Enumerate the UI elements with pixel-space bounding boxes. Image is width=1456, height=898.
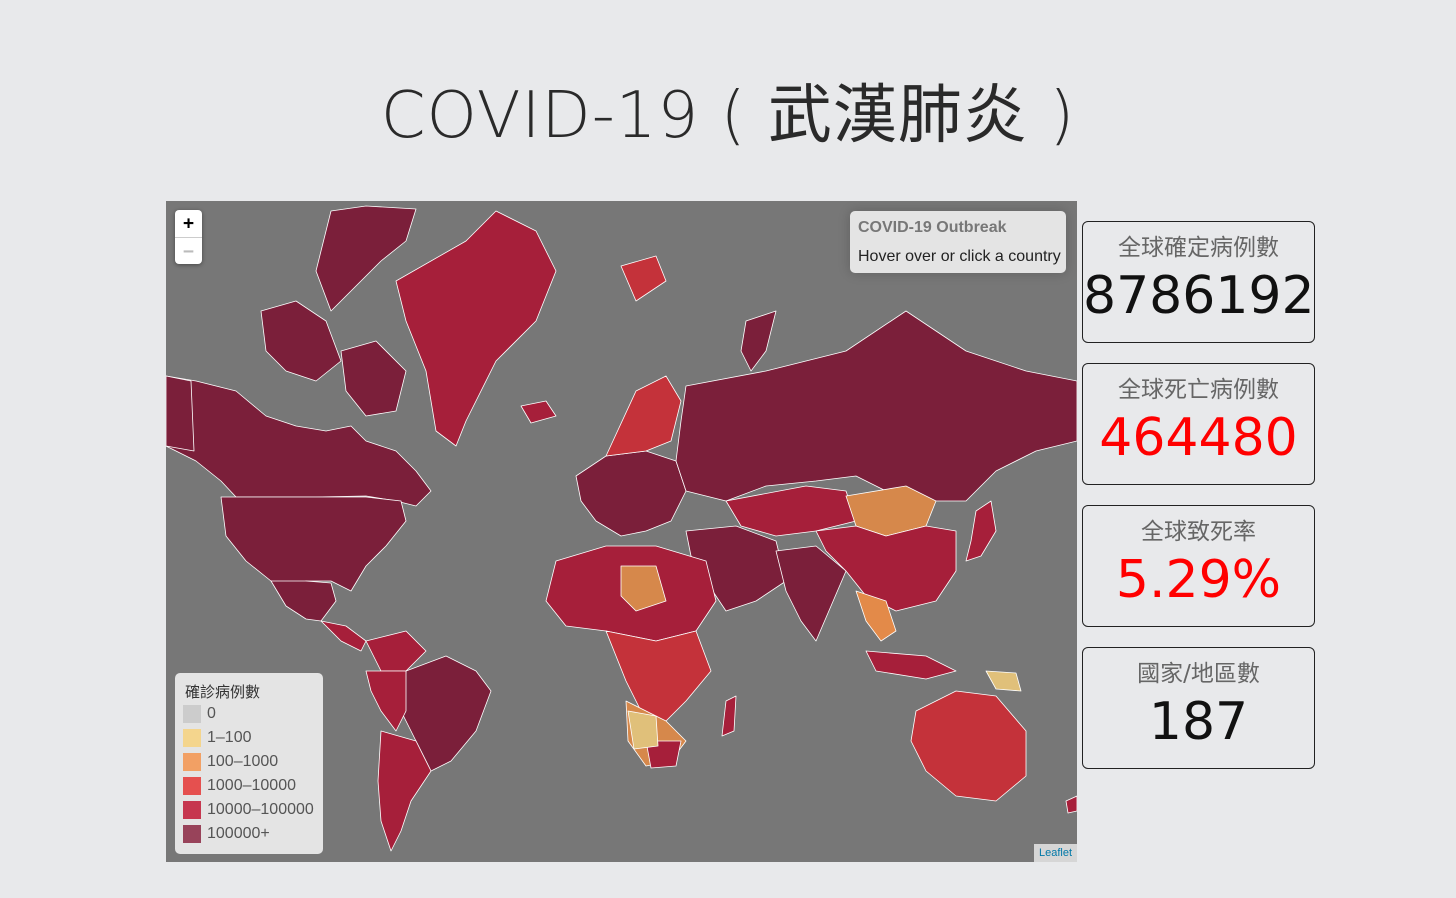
country-greenland[interactable] (395, 210, 557, 447)
country-india[interactable] (775, 545, 847, 642)
country-argentina[interactable] (377, 730, 432, 852)
country-alaska[interactable] (166, 375, 195, 452)
legend-swatch (183, 825, 201, 843)
region-europe[interactable] (575, 450, 687, 537)
country-central-america[interactable] (320, 620, 367, 652)
country-namibia-botswana[interactable] (627, 710, 659, 750)
legend-label: 1–100 (207, 729, 252, 746)
country-algeria-libya[interactable] (620, 565, 667, 612)
country-canada-islands-2[interactable] (260, 300, 342, 382)
country-canada[interactable] (166, 375, 432, 507)
country-canada-islands-3[interactable] (340, 340, 407, 417)
region-southeast-asia[interactable] (855, 590, 897, 642)
country-china[interactable] (815, 525, 957, 612)
country-peru[interactable] (365, 670, 407, 732)
legend-swatch (183, 777, 201, 795)
page-title: COVID-19 ( 武漢肺炎 ) (380, 79, 1076, 153)
country-new-zealand[interactable] (1065, 795, 1077, 814)
info-title: COVID-19 Outbreak (858, 219, 1007, 236)
region-novaya-zemlya[interactable] (740, 310, 777, 372)
country-south-africa[interactable] (645, 740, 682, 769)
country-japan[interactable] (965, 500, 997, 562)
zoom-control: + − (175, 210, 202, 264)
country-canada-islands[interactable] (315, 205, 417, 312)
country-scandinavia[interactable] (605, 375, 682, 457)
legend-swatch (183, 753, 201, 771)
stat-card-countries: 國家/地區數 187 (1082, 647, 1315, 769)
info-panel: COVID-19 Outbreak Hover over or click a … (850, 211, 1066, 273)
stat-card-confirmed: 全球確定病例數 8786192 (1082, 221, 1315, 343)
country-colombia[interactable] (365, 630, 427, 672)
region-africa-central[interactable] (605, 630, 712, 722)
legend-swatch (183, 705, 201, 723)
country-papua-new-guinea[interactable] (985, 670, 1022, 692)
legend-swatch (183, 801, 201, 819)
country-australia[interactable] (910, 690, 1027, 802)
country-brazil[interactable] (400, 655, 492, 772)
country-iceland[interactable] (520, 400, 557, 424)
legend-label: 100–1000 (207, 753, 279, 770)
fatality-label: 全球致死率 (1141, 519, 1256, 545)
confirmed-value: 8786192 (1083, 266, 1315, 326)
country-svalbard[interactable] (620, 255, 667, 302)
legend-label: 1000–10000 (207, 777, 296, 794)
country-russia[interactable] (675, 310, 1077, 502)
country-usa[interactable] (220, 496, 407, 597)
legend-swatch (183, 729, 201, 747)
stat-card-fatality: 全球致死率 5.29% (1082, 505, 1315, 627)
confirmed-label: 全球確定病例數 (1118, 235, 1279, 261)
deaths-value: 464480 (1099, 408, 1298, 468)
map-legend: 確診病例數 0 1–100 100–1000 1000–10000 10000–… (175, 673, 323, 854)
legend-title: 確診病例數 (185, 684, 261, 701)
country-indonesia[interactable] (865, 650, 957, 680)
zoom-out-button[interactable]: − (175, 237, 202, 264)
country-madagascar[interactable] (721, 695, 737, 737)
countries-value: 187 (1148, 692, 1249, 752)
zoom-in-button[interactable]: + (183, 213, 194, 234)
countries-label: 國家/地區數 (1137, 661, 1260, 687)
world-map[interactable]: + − COVID-19 Outbreak Hover over or clic… (166, 201, 1077, 862)
leaflet-attribution-link[interactable]: Leaflet (1033, 844, 1077, 862)
info-hint: Hover over or click a country (858, 248, 1061, 265)
legend-label: 100000+ (207, 825, 270, 842)
fatality-value: 5.29% (1115, 550, 1282, 610)
world-map-canvas[interactable] (166, 201, 1077, 862)
region-central-asia[interactable] (725, 485, 857, 537)
country-mexico[interactable] (270, 580, 337, 622)
stat-card-deaths: 全球死亡病例數 464480 (1082, 363, 1315, 485)
deaths-label: 全球死亡病例數 (1118, 377, 1279, 403)
legend-label: 0 (207, 705, 216, 722)
legend-label: 10000–100000 (207, 801, 314, 818)
